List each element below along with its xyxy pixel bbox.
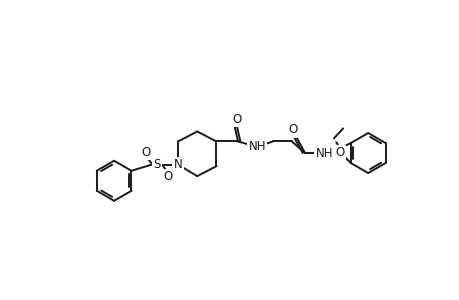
Text: N: N [173, 158, 182, 171]
Text: S: S [153, 158, 161, 171]
Text: NH: NH [315, 146, 332, 160]
Text: O: O [231, 113, 241, 126]
Text: NH: NH [248, 140, 265, 153]
Text: O: O [141, 146, 151, 159]
Text: O: O [288, 123, 297, 136]
Text: O: O [163, 170, 172, 183]
Text: O: O [335, 146, 344, 159]
